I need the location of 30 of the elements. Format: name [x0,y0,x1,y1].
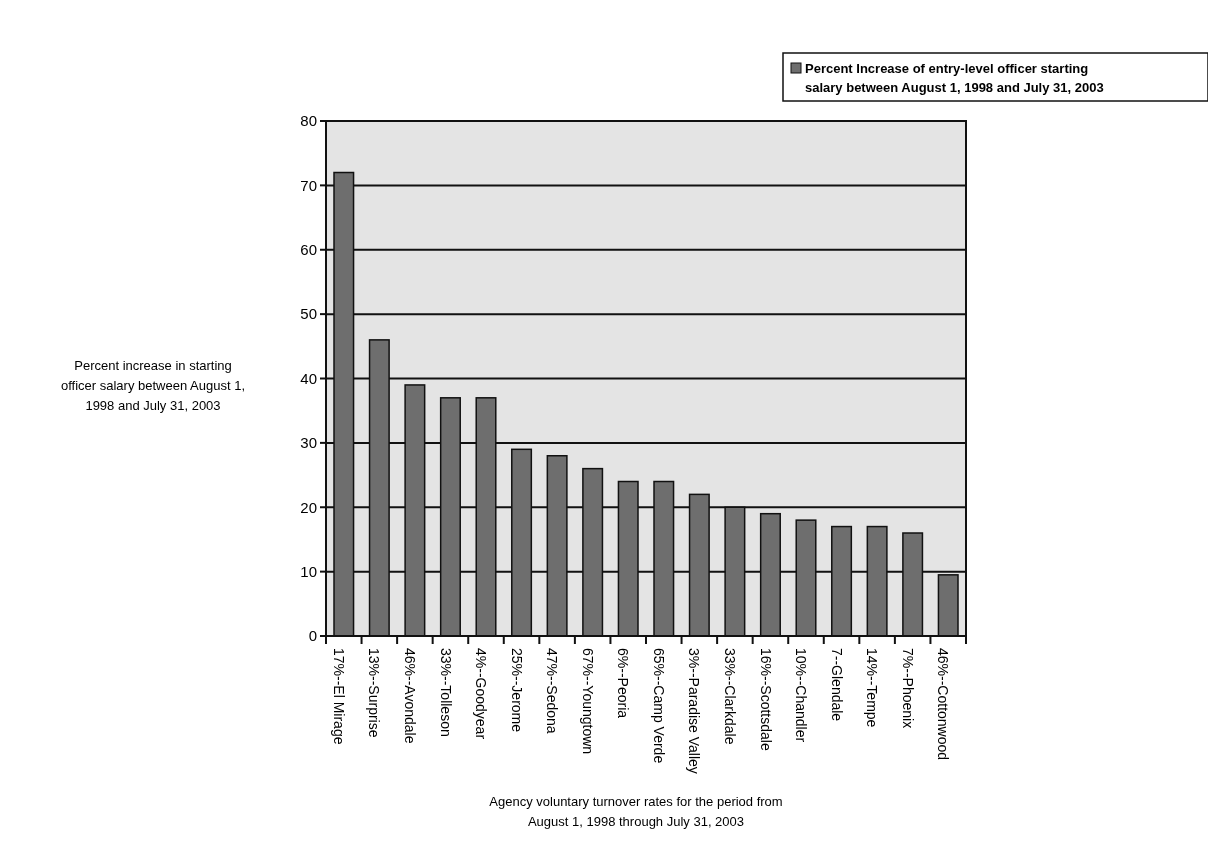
x-tick-label: 13%--Surprise [366,648,383,738]
y-tick-label: 0 [308,627,317,645]
x-tick-label: 33%--Tolleson [437,648,454,737]
y-tick-label: 30 [300,434,317,452]
y-tick-label: 20 [300,498,317,516]
y-tick-label: 60 [300,241,317,258]
x-tick-label: 46%--Cottonwood [935,648,952,761]
x-tick-label: 46%--Avondale [401,648,418,744]
x-tick-label: 6%--Peoria [615,648,632,719]
x-tick-label: 25%--Jerome [508,648,525,733]
x-tick-label: 3%--Paradise Valley [686,648,703,774]
x-tick-label: 17%--El Mirage [330,648,347,745]
y-tick-label: 50 [300,305,317,323]
x-tick-label: 33%--Clarkdale [721,648,738,745]
x-tick-label: 47%--Sedona [544,648,561,734]
x-tick-label: 4%--Goodyear [473,648,490,740]
x-tick-label: 67%--Youngtown [579,648,596,755]
y-tick-label: 40 [300,369,317,387]
x-tick-label: 7--Glendale [828,648,845,722]
x-tick-label: 14%--Tempe [864,648,881,728]
y-tick-label: 70 [300,176,317,194]
x-tick-label: 65%--Camp Verde [650,648,667,764]
y-tick-label: 80 [300,112,317,130]
legend-label: Percent Increase of entry-level officer starting salary between August 1, 1998 and July 31, 2003 [805,61,1104,95]
x-axis-title: Agency voluntary turnover rates for the period from August 1, 1998 through July 31, 2003 [489,794,783,829]
y-axis-title: Percent increase in starting officer salary between August 1, 1998 and July 31, 2003 [60,358,246,413]
x-tick-label: 10%--Chandler [793,648,810,743]
x-tick-label: 7%--Phoenix [899,648,916,729]
y-tick-label: 10 [300,562,317,580]
x-tick-label: 16%--Scottsdale [757,648,774,751]
